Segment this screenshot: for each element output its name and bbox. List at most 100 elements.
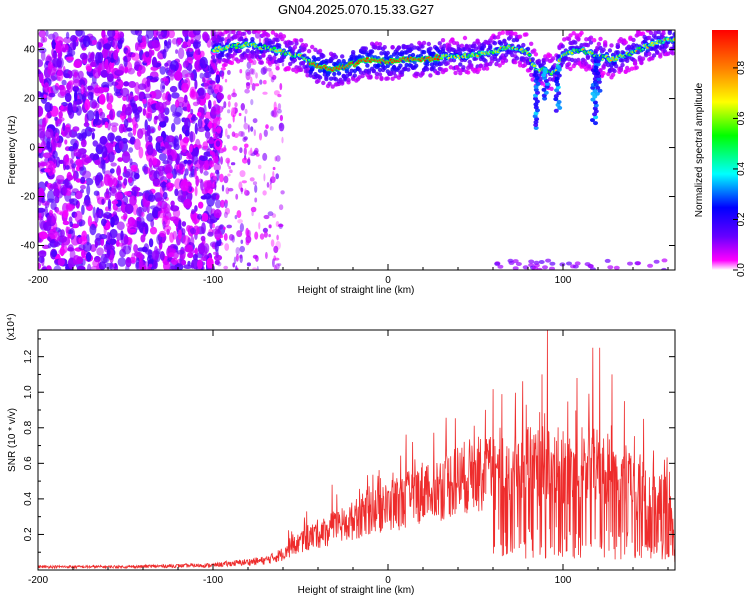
noise-blob (38, 262, 42, 269)
noise-blob (168, 182, 172, 187)
noise-blob (201, 251, 208, 262)
noise-blob (197, 126, 206, 133)
noise-blob (223, 211, 228, 218)
noise-blob (75, 178, 82, 183)
ridge-spike (533, 111, 539, 116)
noise-blob (184, 129, 190, 137)
noise-blob (231, 107, 236, 115)
noise-blob (103, 212, 112, 219)
ridge-halo (500, 30, 505, 35)
noise-blob (167, 38, 172, 46)
ridge-halo (275, 37, 280, 43)
noise-blob (98, 93, 106, 105)
ridge-halo (300, 61, 305, 66)
noise-blob (63, 73, 70, 78)
noise-blob (126, 222, 131, 228)
noise-blob (212, 223, 216, 229)
noise-blob (73, 71, 78, 78)
noise-blob (50, 201, 57, 210)
noise-blob (147, 259, 155, 265)
noise-blob (101, 218, 107, 227)
noise-blob (113, 49, 119, 60)
noise-blob (174, 188, 179, 197)
noise-blob (155, 31, 164, 36)
noise-blob (227, 173, 231, 177)
noise-blob (239, 245, 245, 253)
ridge-halo (280, 58, 285, 63)
noise-blob (111, 125, 118, 133)
noise-blob (177, 37, 182, 46)
noise-blob (214, 77, 218, 83)
noise-blob (203, 243, 210, 254)
noise-blob (276, 234, 279, 241)
noise-blob (128, 147, 134, 153)
noise-blob (123, 81, 130, 87)
noise-blob (113, 91, 122, 97)
noise-blob (105, 222, 111, 230)
ridge-halo (248, 58, 253, 64)
ridge-halo (333, 54, 339, 60)
noise-blob (115, 69, 124, 75)
ridge-halo (229, 60, 235, 66)
ridge-halo (365, 63, 370, 68)
noise-blob (69, 198, 79, 206)
ridge-halo (672, 32, 675, 37)
spectrogram-x-tick-label: 100 (555, 275, 572, 286)
noise-blob (192, 30, 201, 36)
noise-blob (241, 180, 247, 184)
noise-blob (263, 231, 268, 238)
noise-blob (144, 224, 149, 235)
ridge-core (570, 51, 574, 55)
noise-blob (62, 210, 69, 218)
noise-blob (192, 253, 198, 261)
noise-blob (216, 105, 224, 114)
ridge-halo (317, 48, 323, 54)
noise-blob (153, 260, 158, 270)
noise-blob (190, 72, 195, 81)
noise-blob (44, 206, 48, 218)
noise-blob (281, 136, 284, 144)
ridge-halo (431, 65, 436, 70)
ridge-halo (532, 48, 537, 53)
noise-blob (79, 166, 85, 171)
noise-blob (250, 99, 254, 106)
noise-blob (647, 263, 654, 268)
snr-y-tick-label: 0.8 (23, 420, 34, 434)
noise-blob (238, 181, 243, 190)
ridge-halo (336, 71, 342, 76)
ridge-halo (661, 31, 666, 36)
ridge-halo (466, 70, 471, 75)
noise-blob (245, 71, 251, 81)
ridge-halo (459, 43, 465, 48)
ridge-halo (436, 70, 441, 76)
noise-blob (58, 235, 67, 243)
ridge-halo (614, 63, 619, 69)
noise-blob (100, 69, 109, 78)
noise-blob (157, 200, 163, 207)
noise-blob (528, 259, 535, 264)
ridge-halo (667, 30, 672, 32)
noise-blob (86, 65, 92, 72)
noise-blob (103, 174, 111, 186)
noise-blob (661, 267, 667, 270)
noise-blob (146, 144, 154, 156)
snr-y-ticks: 0.2 0.4 0.6 0.8 1.0 1.2 (23, 338, 675, 553)
colorbar-label: Normalized spectral amplitude (694, 82, 705, 217)
noise-blob (59, 246, 65, 257)
noise-blob (246, 229, 252, 238)
noise-blob (210, 106, 217, 115)
noise-blob (171, 92, 180, 99)
noise-blob (65, 164, 70, 170)
noise-blob (183, 198, 193, 209)
noise-blob (38, 145, 43, 154)
noise-blob (136, 70, 142, 77)
noise-blob (166, 135, 175, 143)
ridge-halo (239, 36, 244, 42)
noise-blob (173, 71, 183, 81)
noise-blob (232, 262, 235, 268)
noise-blob (136, 216, 145, 225)
noise-blob (40, 162, 48, 167)
noise-blob (191, 153, 199, 165)
ridge-halo (240, 31, 246, 37)
ridge-spike (533, 70, 539, 75)
